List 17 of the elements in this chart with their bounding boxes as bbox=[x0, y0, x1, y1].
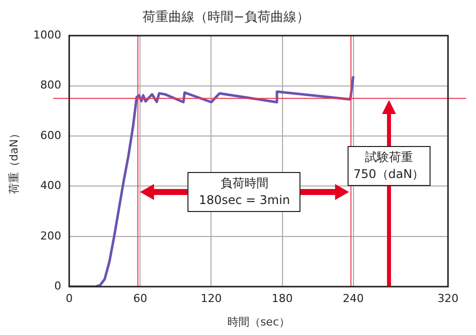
chart-title: 荷重曲線（時間−負荷曲線） bbox=[142, 10, 310, 26]
annotation: 負荷時間 180sec = 3min bbox=[188, 172, 301, 212]
x-axis-title: 時間（sec） bbox=[227, 315, 290, 328]
annotation: 試験荷重 750（daN） bbox=[347, 146, 430, 186]
y-tick-label: 800 bbox=[40, 78, 62, 92]
x-tick-label: 120 bbox=[200, 292, 222, 306]
x-tick-label: 60 bbox=[133, 292, 148, 306]
y-tick-label: 200 bbox=[40, 229, 62, 242]
y-axis-title: 荷重（daN） bbox=[7, 128, 20, 194]
y-tick-label: 0 bbox=[54, 279, 62, 292]
x-tick-label: 240 bbox=[342, 292, 364, 306]
y-tick-label: 400 bbox=[40, 179, 62, 192]
x-tick-label: 320 bbox=[438, 292, 458, 306]
x-tick-label: 0 bbox=[66, 292, 73, 306]
y-tick-label: 600 bbox=[40, 128, 62, 142]
x-tick-label: 180 bbox=[272, 292, 293, 306]
y-tick-label: 1000 bbox=[33, 28, 62, 42]
